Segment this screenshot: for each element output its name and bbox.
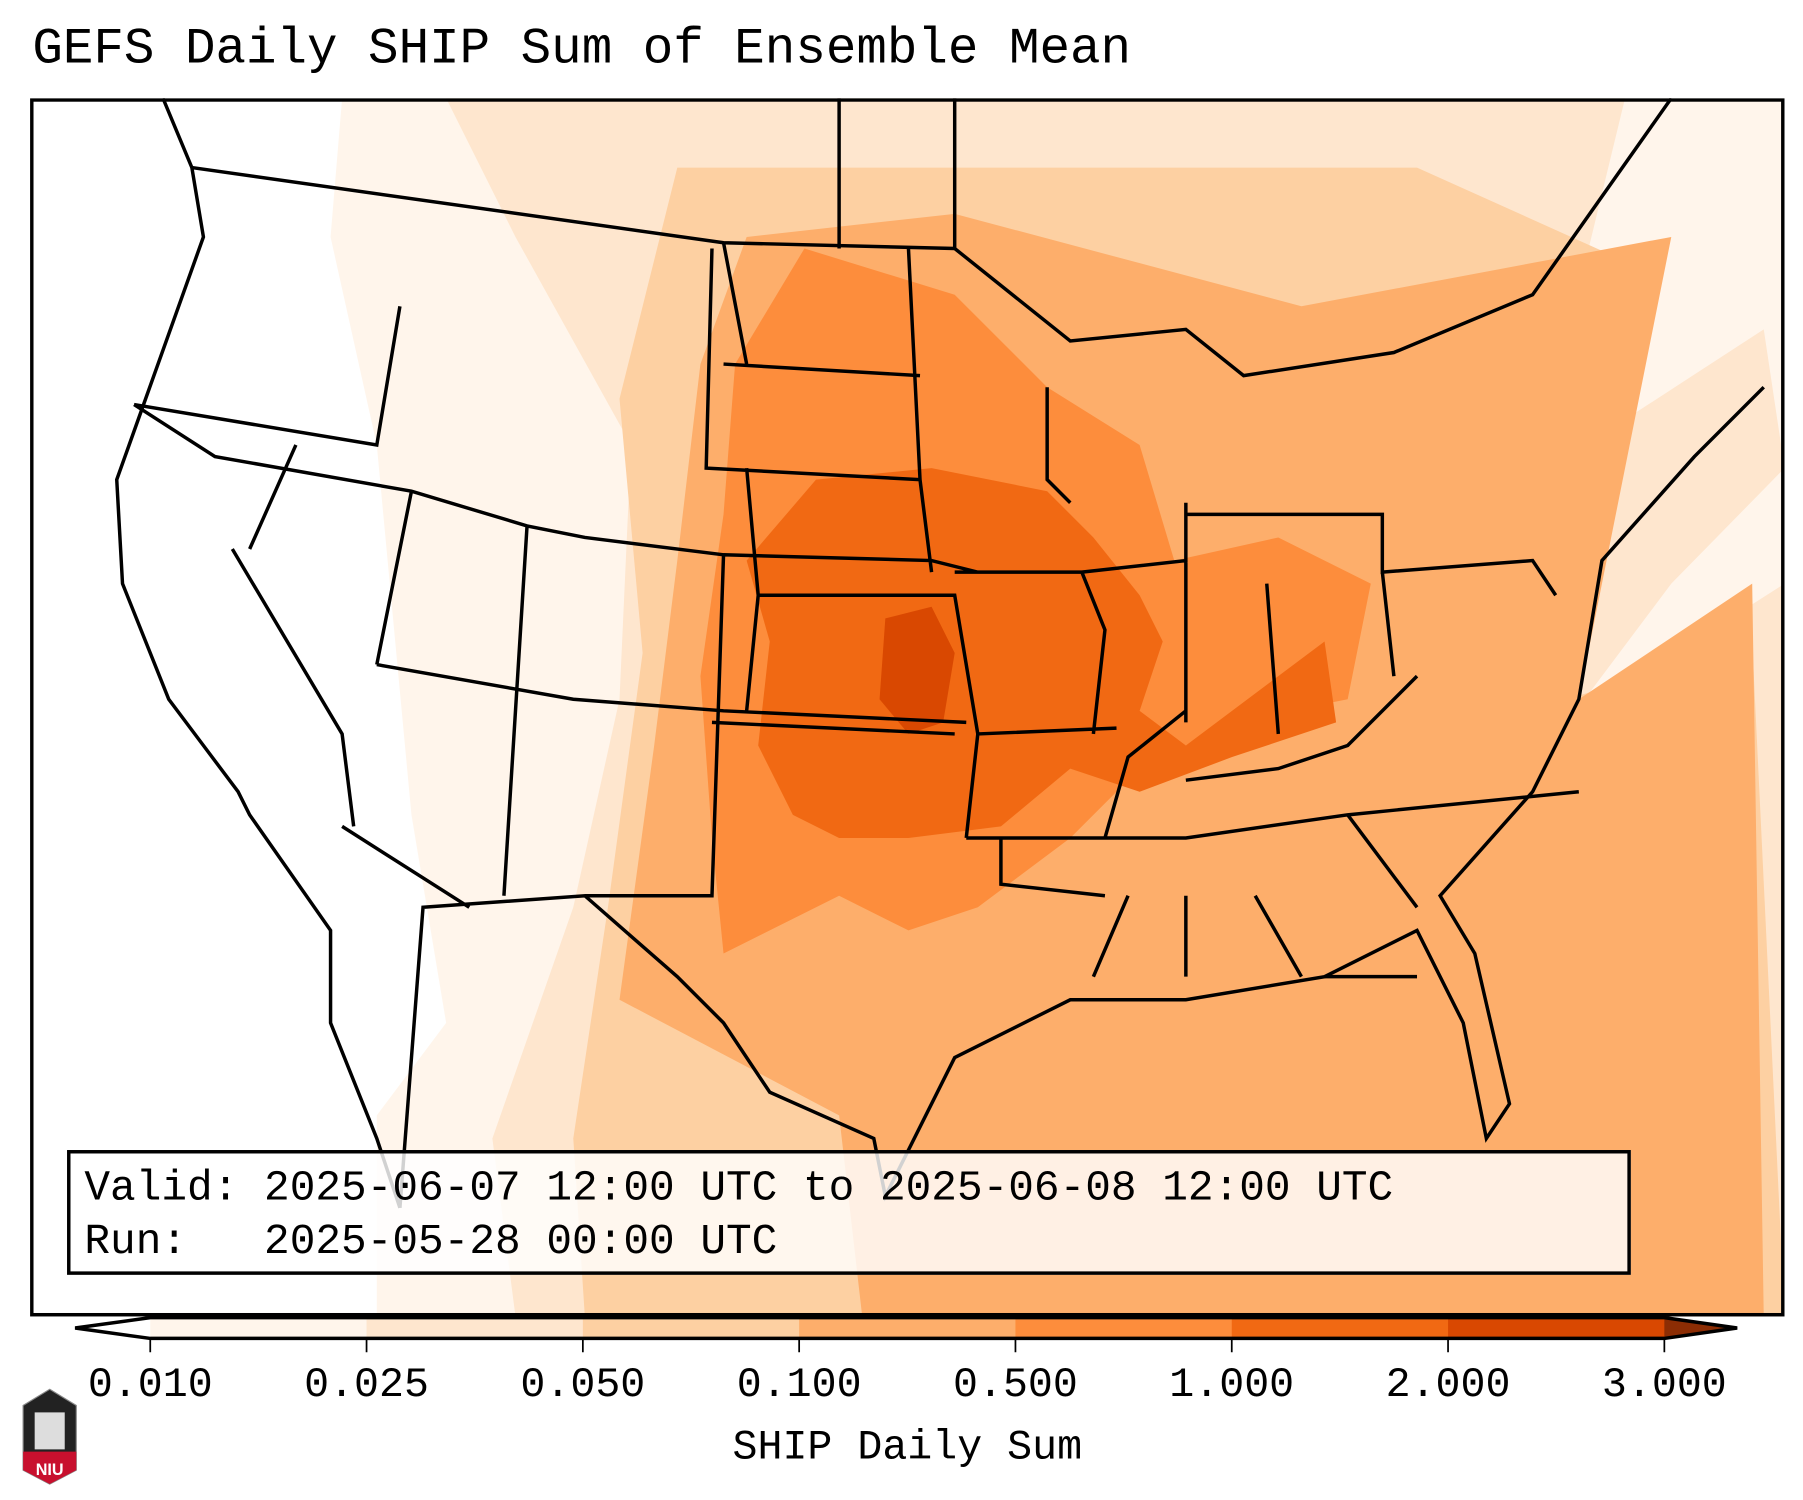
- valid-line: Valid: 2025-06-07 12:00 UTC to 2025-06-0…: [84, 1163, 1627, 1216]
- colorbar-tick-label: 2.000: [1385, 1361, 1511, 1409]
- map-panel: [30, 98, 1785, 1317]
- colorbar-under-extend: [75, 1317, 151, 1339]
- valid-value: 2025-06-07 12:00 UTC to 2025-06-08 12:00…: [264, 1165, 1394, 1214]
- colorbar: [74, 1315, 1738, 1353]
- run-label: Run:: [84, 1218, 188, 1267]
- colorbar-segment: [366, 1317, 584, 1339]
- colorbar-segment: [1231, 1317, 1449, 1339]
- field-2.000: [879, 606, 955, 734]
- colorbar-segment: [799, 1317, 1017, 1339]
- chart-title: GEFS Daily SHIP Sum of Ensemble Mean: [32, 20, 1132, 79]
- run-value: 2025-05-28 00:00 UTC: [264, 1218, 778, 1267]
- info-box: Valid: 2025-06-07 12:00 UTC to 2025-06-0…: [67, 1150, 1631, 1275]
- colorbar-label: SHIP Daily Sum: [732, 1423, 1083, 1472]
- colorbar-tick-label: 0.500: [953, 1361, 1078, 1409]
- map-frame: [30, 98, 1785, 1317]
- colorbar-segment: [1015, 1317, 1233, 1339]
- colorbar-tick-label: 0.050: [520, 1361, 646, 1409]
- colorbar-segment: [582, 1317, 800, 1339]
- niu-logo: NIU: [22, 1388, 77, 1485]
- run-line: Run: 2025-05-28 00:00 UTC: [84, 1216, 1627, 1269]
- colorbar-tick-label: 3.000: [1601, 1361, 1727, 1409]
- colorbar-tick-label: 0.010: [87, 1361, 213, 1409]
- svg-text:NIU: NIU: [36, 1461, 64, 1479]
- state-boundaries: [114, 98, 1765, 1209]
- colorbar-tick-label: 1.000: [1169, 1361, 1295, 1409]
- colorbar-tick-label: 0.100: [736, 1361, 862, 1409]
- colorbar-tick-label: 0.025: [304, 1361, 429, 1409]
- colorbar-segment: [150, 1317, 368, 1339]
- valid-label: Valid:: [84, 1165, 239, 1214]
- colorbar-segment: [1448, 1317, 1665, 1339]
- colorbar-over-extend: [1664, 1317, 1738, 1339]
